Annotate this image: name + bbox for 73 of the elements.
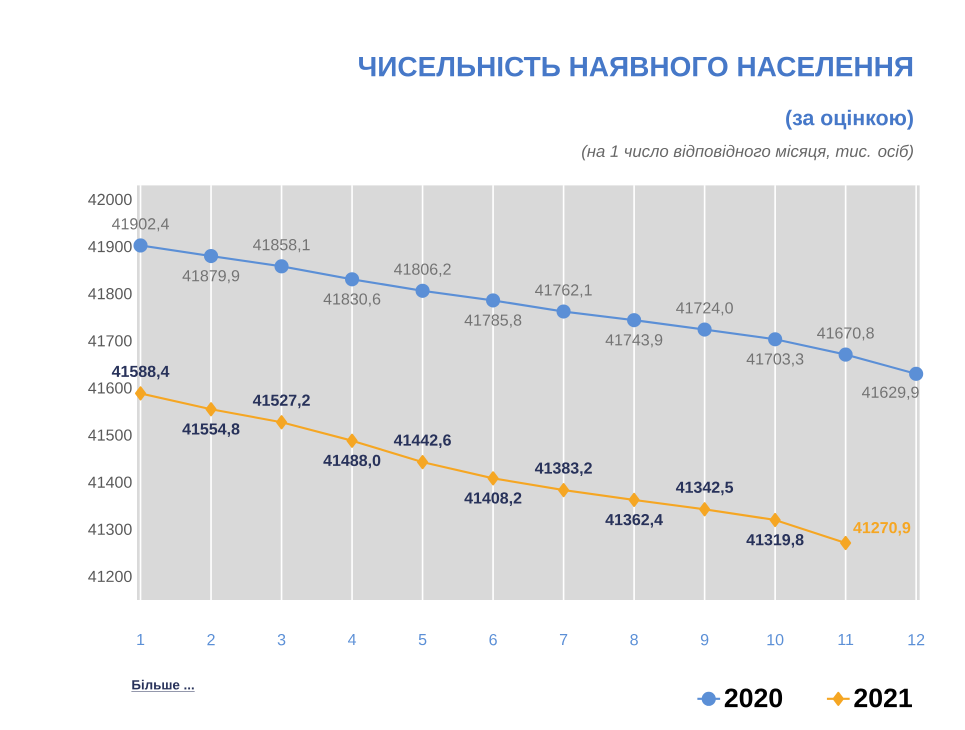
- point: [416, 284, 430, 298]
- chart-subtitle: (за оцінкою): [786, 110, 913, 130]
- data-label: 41743,9: [606, 334, 662, 348]
- data-label: 41703,3: [746, 353, 804, 367]
- data-label: 41527,2: [252, 394, 310, 408]
- legend-label: 2020: [724, 688, 782, 708]
- x-tick-label: 3: [278, 634, 286, 646]
- legend-label: 2021: [854, 688, 912, 708]
- data-label: 41902,4: [112, 218, 169, 232]
- x-tick-label: 9: [700, 634, 708, 646]
- point: [840, 536, 852, 550]
- x-tick-label: 5: [418, 634, 426, 646]
- point: [488, 471, 499, 486]
- data-label: 41879,9: [182, 270, 240, 284]
- data-label: 41383,2: [534, 462, 592, 476]
- y-tick-label: 41600: [88, 382, 132, 394]
- y-tick-label: 41200: [88, 570, 132, 582]
- x-tick-label: 1: [137, 634, 144, 646]
- chart-title: ЧИСЕЛЬНІСТЬ НАЯВНОГО НАСЕЛЕННЯ: [359, 56, 912, 77]
- data-label: 41724,0: [676, 302, 733, 316]
- data-label: 41554,8: [182, 423, 240, 437]
- x-tick-label: 8: [630, 634, 638, 646]
- data-label: 41762,1: [535, 284, 592, 298]
- text: (на 1 число відповідного місяця, тис. осіб): [582, 144, 913, 160]
- point: [276, 415, 288, 430]
- data-label: 41588,4: [112, 366, 170, 380]
- x-tick-label: 11: [838, 634, 854, 646]
- y-tick-label: 41700: [88, 335, 132, 346]
- x-tick-label: 10: [767, 634, 784, 646]
- point: [274, 259, 289, 274]
- data-label: 41319,8: [746, 534, 804, 548]
- point: [909, 366, 924, 381]
- x-tick-label: 6: [489, 634, 497, 646]
- data-label: 41488,0: [323, 454, 380, 468]
- y-tick-label: 41300: [88, 524, 132, 535]
- data-label: 41629,9: [862, 386, 919, 400]
- point: [133, 238, 148, 253]
- point: [346, 434, 358, 448]
- data-label: 41670,8: [817, 327, 874, 341]
- point: [558, 483, 570, 498]
- point: [134, 386, 146, 400]
- data-label: 41342,5: [676, 482, 734, 496]
- data-label: 41408,2: [464, 492, 522, 506]
- point: [486, 293, 500, 308]
- point: [838, 348, 853, 362]
- point: [556, 304, 571, 319]
- point: [204, 248, 218, 264]
- data-label: 41270,9: [853, 522, 910, 536]
- data-label: 41442,6: [394, 434, 451, 448]
- y-tick-label: 41400: [88, 476, 132, 488]
- point: [344, 272, 360, 286]
- y-tick-label: 41500: [88, 429, 132, 441]
- x-tick-label: 2: [207, 634, 215, 646]
- point: [698, 322, 712, 337]
- data-label: 41785,8: [464, 314, 522, 328]
- x-tick-label: 12: [908, 634, 924, 646]
- point: [699, 502, 710, 516]
- y-tick-label: 41800: [88, 288, 132, 300]
- data-label: 41362,4: [605, 514, 663, 528]
- point: [770, 512, 781, 528]
- x-tick-label: 7: [560, 634, 568, 646]
- text: Більше ...: [132, 680, 194, 690]
- point: [628, 492, 640, 507]
- data-label: 41830,6: [324, 293, 380, 307]
- data-label: 41806,2: [394, 264, 451, 277]
- data-label: 41858,1: [253, 239, 310, 252]
- y-tick-label: 42000: [88, 194, 132, 206]
- point: [417, 455, 428, 470]
- y-tick-label: 41900: [88, 240, 132, 252]
- point: [627, 313, 642, 328]
- point: [205, 402, 217, 416]
- point: [768, 332, 782, 346]
- x-tick-label: 4: [348, 634, 356, 646]
